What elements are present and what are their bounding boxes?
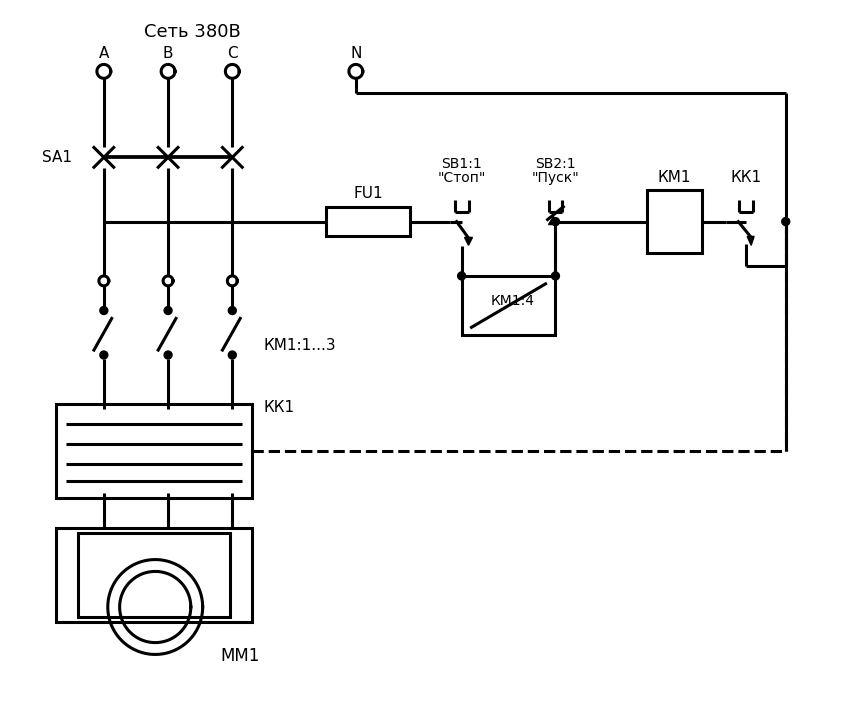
Text: Сеть 380В: Сеть 380В bbox=[144, 23, 241, 41]
Text: SB1:1: SB1:1 bbox=[440, 158, 481, 171]
Text: КМ1: КМ1 bbox=[657, 170, 690, 185]
Polygon shape bbox=[781, 218, 789, 226]
Text: "Стоп": "Стоп" bbox=[437, 171, 485, 185]
Text: A: A bbox=[99, 46, 109, 61]
Text: КМ1:1...3: КМ1:1...3 bbox=[263, 338, 337, 353]
Polygon shape bbox=[551, 218, 559, 226]
Polygon shape bbox=[228, 351, 236, 359]
Text: КМ1:4: КМ1:4 bbox=[491, 294, 534, 307]
Text: КК1: КК1 bbox=[730, 170, 761, 185]
Text: "Пуск": "Пуск" bbox=[531, 171, 579, 185]
Polygon shape bbox=[457, 272, 465, 280]
Bar bbox=[56, 528, 252, 622]
Text: КК1: КК1 bbox=[263, 400, 295, 415]
Polygon shape bbox=[746, 236, 753, 245]
Polygon shape bbox=[548, 217, 558, 224]
Text: SB2:1: SB2:1 bbox=[534, 158, 575, 171]
Text: ММ1: ММ1 bbox=[220, 648, 260, 665]
Polygon shape bbox=[100, 307, 107, 315]
Polygon shape bbox=[551, 272, 559, 280]
Bar bbox=[461, 276, 555, 335]
Text: FU1: FU1 bbox=[354, 187, 383, 202]
Bar bbox=[78, 533, 230, 617]
Polygon shape bbox=[228, 307, 236, 315]
Polygon shape bbox=[164, 307, 172, 315]
Polygon shape bbox=[100, 351, 107, 359]
Text: C: C bbox=[227, 46, 238, 61]
Text: SA1: SA1 bbox=[42, 150, 72, 165]
Text: N: N bbox=[349, 46, 361, 61]
Bar bbox=[325, 207, 410, 236]
Polygon shape bbox=[164, 351, 172, 359]
Bar bbox=[56, 405, 252, 498]
Text: B: B bbox=[163, 46, 173, 61]
Polygon shape bbox=[464, 237, 472, 245]
Bar bbox=[647, 190, 701, 253]
